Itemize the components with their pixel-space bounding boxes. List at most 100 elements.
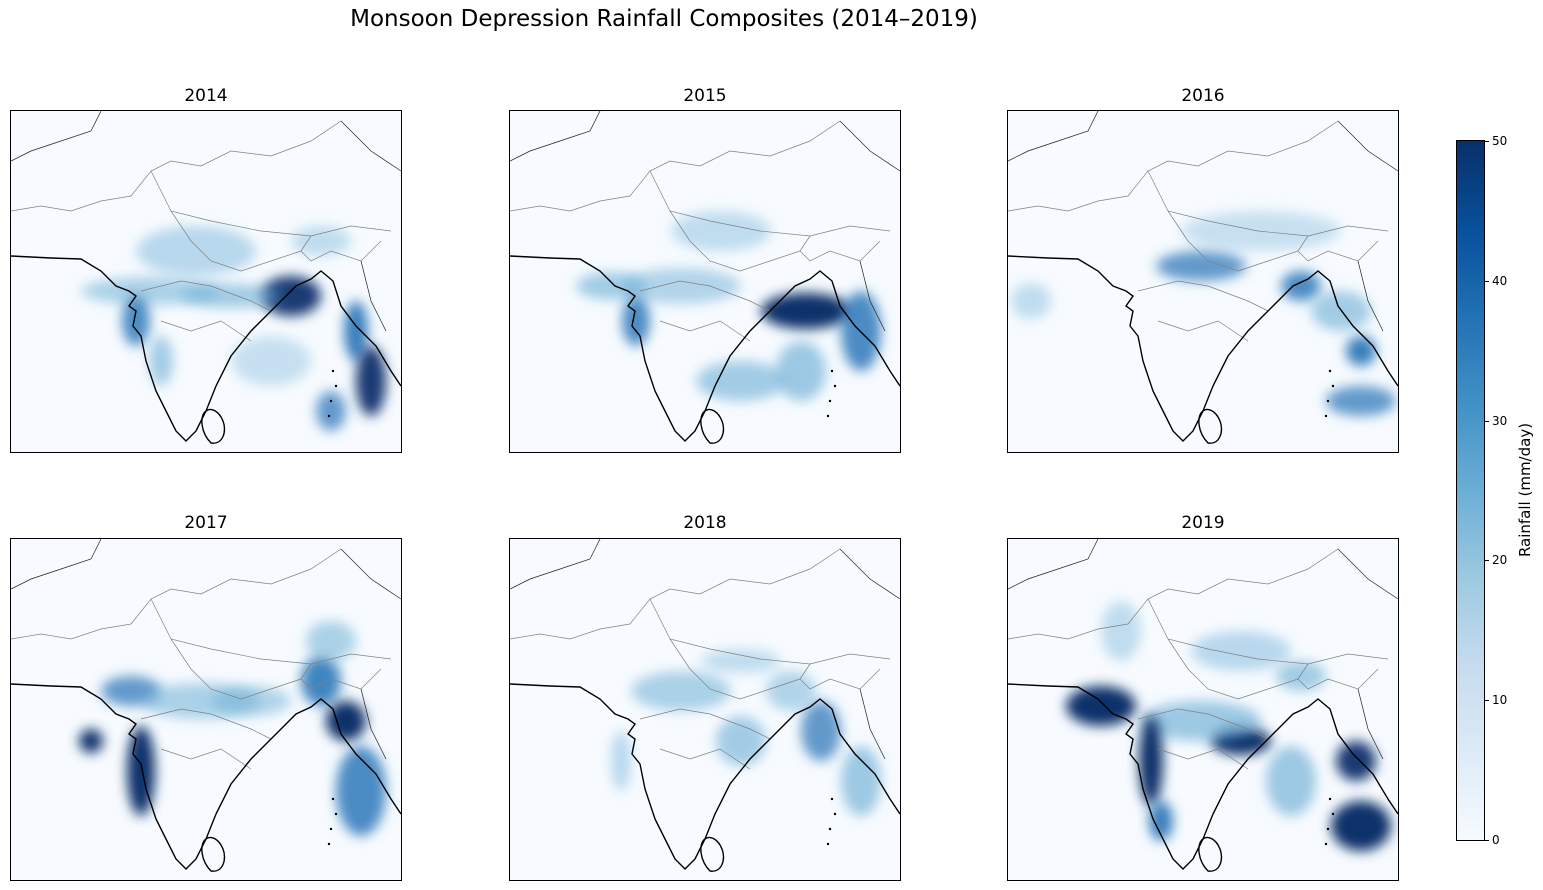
border-line-4: [170, 210, 302, 272]
island-dot-2: [828, 399, 832, 403]
colorbar-tick-10: [1484, 700, 1489, 702]
border-line-4: [669, 210, 801, 272]
border-line-3: [1137, 280, 1269, 312]
rain-blob-2014-5: [356, 346, 386, 416]
border-line-0: [11, 548, 342, 640]
border-line-4: [170, 638, 302, 700]
border-line-5: [160, 320, 252, 342]
rain-blob-2019-6: [1331, 801, 1391, 851]
map-canvas-2019: [1008, 539, 1398, 872]
colorbar-tick-40: [1484, 280, 1489, 282]
panel-title-2014: 2014: [184, 86, 228, 106]
rain-blob-2014-2: [181, 284, 281, 308]
island-dot-1: [334, 812, 338, 816]
border-line-3: [1137, 708, 1269, 740]
rainfall-map-2019: [1007, 538, 1399, 881]
colorbar-tick-label-30: 30: [1492, 413, 1508, 428]
border-line-6: [11, 539, 102, 590]
island-dot-0: [830, 797, 834, 801]
rainfall-map-2018: [509, 538, 901, 881]
rain-blob-2018-3: [841, 746, 881, 816]
island-dot-3: [327, 414, 331, 418]
border-line-6: [11, 111, 102, 162]
panel-title-2017: 2017: [184, 513, 228, 533]
border-line-7: [839, 548, 900, 600]
sri-lanka-coastline: [1198, 836, 1223, 872]
border-line-1: [649, 170, 891, 237]
coastline: [510, 255, 900, 442]
rain-blob-2019-7: [1266, 746, 1316, 816]
border-line-6: [1008, 111, 1099, 162]
rain-blob-2015-1: [761, 293, 851, 329]
rain-blob-2015-4: [622, 296, 650, 346]
border-line-5: [1157, 320, 1249, 342]
sri-lanka-coastline: [201, 836, 226, 872]
border-line-8: [360, 260, 387, 332]
border-line-5: [160, 748, 252, 770]
border-line-5: [659, 748, 751, 770]
rain-blob-2018-4: [611, 731, 631, 791]
map-canvas-2015: [510, 111, 900, 444]
border-line-2: [300, 663, 382, 690]
rain-blob-2018-5: [766, 671, 816, 711]
island-dot-3: [1324, 414, 1328, 418]
island-dot-0: [1328, 797, 1332, 801]
map-canvas-2014: [11, 111, 401, 444]
rain-blob-2019-0: [1066, 686, 1136, 726]
rain-blob-2016-4: [1326, 386, 1396, 416]
island-dot-1: [334, 384, 338, 388]
border-line-3: [639, 280, 771, 312]
border-line-8: [859, 688, 886, 760]
colorbar-tick-label-40: 40: [1492, 273, 1508, 288]
rain-blob-2014-6: [136, 226, 256, 276]
colorbar-tick-20: [1484, 560, 1489, 562]
rain-blob-2014-7: [291, 226, 351, 256]
border-line-3: [639, 708, 771, 740]
rain-blob-2016-3: [1346, 336, 1376, 366]
rain-blob-2019-5: [1336, 741, 1376, 781]
colorbar-tick-label-0: 0: [1492, 833, 1500, 847]
rainfall-map-2016: [1007, 110, 1399, 453]
island-dot-3: [327, 842, 331, 846]
rain-blob-2018-0: [631, 671, 731, 711]
island-dot-0: [331, 369, 335, 373]
panel-title-2015: 2015: [683, 86, 727, 106]
sri-lanka-coastline: [700, 408, 725, 444]
border-line-6: [1008, 539, 1099, 590]
panel-title-2018: 2018: [683, 513, 727, 533]
rain-blob-2017-5: [326, 701, 366, 741]
coastline: [11, 255, 401, 442]
island-dot-3: [1324, 842, 1328, 846]
coastline: [510, 683, 900, 870]
border-line-0: [1008, 120, 1339, 212]
coastline: [11, 683, 401, 870]
rain-blob-2015-7: [776, 341, 826, 401]
rainfall-map-2015: [509, 110, 901, 453]
border-line-4: [1167, 638, 1299, 700]
border-line-2: [1297, 663, 1379, 690]
rain-blob-2015-5: [841, 291, 881, 371]
island-dot-1: [833, 384, 837, 388]
colorbar-tick-label-10: 10: [1492, 693, 1508, 708]
border-line-2: [799, 235, 881, 262]
rain-blob-2016-5: [1011, 283, 1051, 319]
island-dot-2: [1326, 399, 1330, 403]
border-line-2: [300, 235, 382, 262]
colorbar-label: Rainfall (mm/day): [1516, 422, 1534, 558]
coastline: [1008, 683, 1398, 870]
rain-blob-2016-0: [1156, 251, 1246, 281]
island-dot-3: [826, 414, 830, 418]
rain-blob-2017-7: [211, 686, 291, 716]
island-dot-2: [329, 399, 333, 403]
border-line-1: [1147, 598, 1389, 665]
island-dot-1: [833, 812, 837, 816]
border-line-4: [669, 638, 801, 700]
rain-blob-2014-4: [344, 301, 368, 361]
colorbar-tick-30: [1484, 420, 1489, 422]
island-dot-0: [331, 797, 335, 801]
sri-lanka-coastline: [201, 408, 226, 444]
sri-lanka-coastline: [1198, 408, 1223, 444]
rain-blob-2017-6: [336, 746, 386, 836]
island-dot-0: [830, 369, 834, 373]
border-line-1: [150, 598, 392, 665]
